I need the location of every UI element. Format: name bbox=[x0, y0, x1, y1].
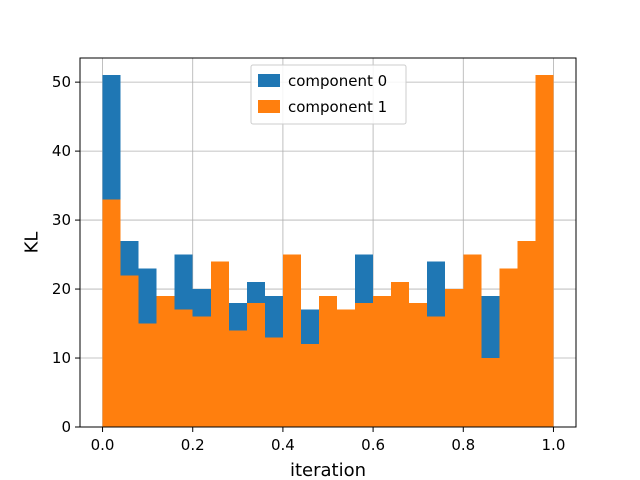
bar-series1-bin0 bbox=[102, 199, 121, 427]
y-axis-label: KL bbox=[22, 232, 43, 254]
bars bbox=[102, 75, 554, 428]
bar-series1-bin23 bbox=[517, 240, 536, 427]
x-tick-label-0: 0.0 bbox=[91, 436, 115, 454]
bar-series1-bin15 bbox=[373, 295, 392, 427]
bar-series1-bin22 bbox=[499, 268, 518, 427]
bar-series1-bin20 bbox=[463, 254, 482, 427]
legend-label-0: component 0 bbox=[288, 72, 387, 90]
y-tick-label-0: 0 bbox=[61, 418, 71, 436]
legend-swatch-1 bbox=[258, 100, 280, 113]
bar-series1-bin6 bbox=[210, 261, 229, 427]
legend-label-1: component 1 bbox=[288, 98, 387, 116]
bar-series1-bin9 bbox=[264, 337, 283, 427]
y-tick-label-4: 40 bbox=[52, 142, 71, 160]
legend: component 0 component 1 bbox=[250, 64, 407, 125]
bar-series1-bin12 bbox=[318, 295, 338, 427]
x-tick-label-2: 0.4 bbox=[271, 436, 295, 454]
bar-series1-bin16 bbox=[391, 282, 410, 427]
y-tick-label-2: 20 bbox=[52, 280, 71, 298]
x-tick-label-1: 0.2 bbox=[181, 436, 205, 454]
bar-series1-bin8 bbox=[246, 302, 265, 427]
bar-series1-bin11 bbox=[300, 344, 319, 427]
x-ticks: 0.0 0.2 0.4 0.6 0.8 1.0 bbox=[91, 427, 566, 454]
bar-series1-bin24 bbox=[535, 75, 554, 428]
x-tick-label-3: 0.6 bbox=[361, 436, 385, 454]
bar-series1-bin1 bbox=[120, 275, 139, 427]
y-tick-label-3: 30 bbox=[52, 211, 71, 229]
bar-series1-bin3 bbox=[156, 295, 175, 427]
bar-series1-bin18 bbox=[427, 316, 446, 427]
y-tick-label-5: 50 bbox=[52, 73, 71, 91]
x-tick-label-5: 1.0 bbox=[542, 436, 566, 454]
bar-series1-bin5 bbox=[192, 316, 211, 427]
bar-series1-bin10 bbox=[282, 254, 301, 427]
bar-series1-bin4 bbox=[174, 309, 193, 427]
legend-swatch-0 bbox=[258, 74, 280, 87]
series-1-bars bbox=[102, 75, 554, 428]
legend-box bbox=[250, 64, 407, 125]
bar-series1-bin2 bbox=[138, 323, 157, 427]
bar-series1-bin21 bbox=[481, 358, 500, 427]
bar-series1-bin17 bbox=[409, 302, 428, 427]
x-axis-label: iteration bbox=[290, 460, 366, 480]
bar-series1-bin14 bbox=[355, 302, 374, 427]
bar-series1-bin19 bbox=[445, 289, 464, 427]
x-tick-label-4: 0.8 bbox=[451, 436, 475, 454]
plot-frame bbox=[79, 57, 577, 428]
y-tick-label-1: 10 bbox=[52, 349, 71, 367]
y-ticks: 0 10 20 30 40 50 bbox=[52, 73, 80, 436]
bar-series1-bin13 bbox=[337, 309, 356, 427]
bar-series1-bin7 bbox=[228, 330, 247, 427]
